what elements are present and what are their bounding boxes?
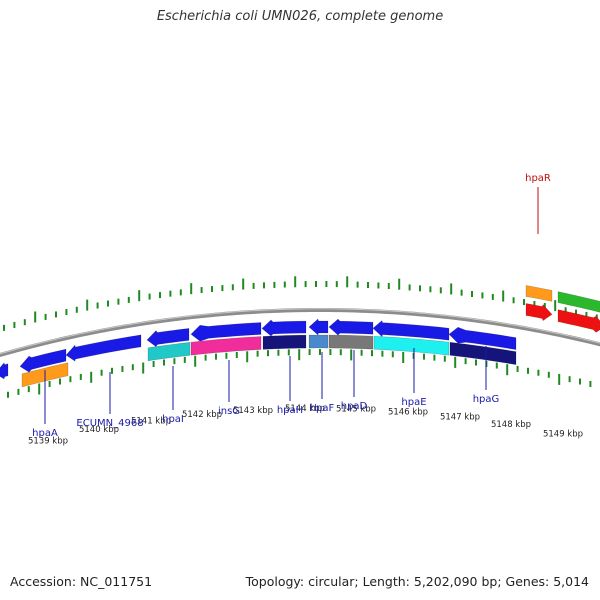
feature-arrow-reverse xyxy=(261,319,307,337)
kbp-label: 5146 kbp xyxy=(388,407,428,417)
feature-arrow-reverse xyxy=(146,328,190,348)
gene-label: hpaR xyxy=(525,173,551,184)
feature-arrow-outer xyxy=(525,303,553,322)
gene-label: hpaA xyxy=(32,428,58,439)
genome-summary: Topology: circular; Length: 5,202,090 bp… xyxy=(245,574,589,589)
accession-label: Accession: NC_011751 xyxy=(10,574,153,589)
kbp-label: 5143 kbp xyxy=(233,406,273,416)
kbp-label: 5148 kbp xyxy=(491,420,531,430)
kbp-label: 5149 kbp xyxy=(543,430,583,440)
gene-label: insG xyxy=(218,406,240,417)
feature-arrow-reverse xyxy=(448,326,517,351)
map-title: Escherichia coli UMN026, complete genome xyxy=(156,9,444,24)
kbp-scale: 5139 kbp 5140 kbp 5141 kbp 5142 kbp 5143 kbp… xyxy=(28,404,583,446)
inner-tick-track xyxy=(7,349,592,398)
feature-arrow-reverse xyxy=(308,318,329,336)
gene-label: ECUMN_4968 xyxy=(76,418,143,429)
kbp-label: 5141 kbp xyxy=(131,416,171,426)
feature-track xyxy=(0,285,600,388)
backbone-highlight xyxy=(0,308,600,355)
gene-label: hpaF xyxy=(310,403,335,414)
backbone-arc xyxy=(0,307,600,358)
feature-arrow-outer xyxy=(557,309,600,333)
feature-box-forward xyxy=(328,334,374,350)
kbp-label: 5140 kbp xyxy=(79,425,119,435)
gene-label: hpaH xyxy=(277,405,303,416)
kbp-label: 5139 kbp xyxy=(28,436,68,446)
kbp-label: 5145 kbp xyxy=(336,405,376,415)
feature-box-forward xyxy=(190,336,262,356)
feature-arrow-reverse xyxy=(190,322,262,342)
gene-label: hpaG xyxy=(473,394,500,405)
feature-box-forward xyxy=(262,334,307,350)
feature-arrow-reverse xyxy=(0,362,9,380)
feature-box-outer xyxy=(557,291,600,313)
feature-box-forward xyxy=(308,334,329,349)
gene-label: hpaE xyxy=(401,397,426,408)
gene-label: hpaD xyxy=(341,401,368,412)
feature-box-forward xyxy=(147,341,191,362)
outer-tick-track xyxy=(3,276,598,331)
feature-arrow-reverse xyxy=(65,334,142,362)
feature-arrow-reverse xyxy=(328,318,374,336)
gene-label: hpaI xyxy=(162,414,184,425)
feature-box-forward xyxy=(373,335,450,356)
feature-arrow-reverse xyxy=(19,348,67,373)
gene-label-layer: hpaA ECUMN_4968 hpaI insG hpaH hpaF hpaD hpaE hp… xyxy=(32,173,551,439)
genome-backbone xyxy=(0,307,600,358)
kbp-label: 5147 kbp xyxy=(440,412,480,422)
feature-box-forward xyxy=(449,341,517,366)
kbp-label: 5144 kbp xyxy=(285,404,325,414)
kbp-label: 5142 kbp xyxy=(182,410,222,420)
feature-box-outer xyxy=(525,285,553,302)
feature-arrow-reverse xyxy=(372,320,450,341)
